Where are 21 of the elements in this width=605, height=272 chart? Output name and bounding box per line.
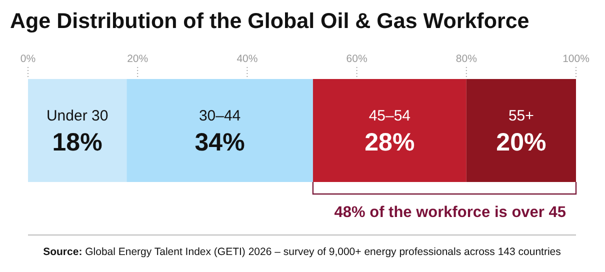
chart-title: Age Distribution of the Global Oil & Gas Workforce <box>10 9 530 33</box>
x-tick-label: 60% <box>346 53 368 65</box>
series-label: 55+ <box>508 108 534 124</box>
data-label: 28% <box>364 128 415 156</box>
x-tick-label: 0% <box>20 53 36 65</box>
bar <box>466 79 576 182</box>
x-tick-label: 40% <box>236 53 258 65</box>
series-label: 45–54 <box>368 108 411 124</box>
x-tick-label: 80% <box>456 53 477 65</box>
bar <box>126 79 313 182</box>
bar <box>28 79 127 182</box>
data-label: 18% <box>52 128 102 156</box>
data-label: 34% <box>194 128 245 156</box>
series-label: 30–44 <box>198 108 241 124</box>
x-tick-label: 20% <box>127 53 148 65</box>
bar <box>312 79 466 182</box>
x-tick-label: 100% <box>562 53 590 65</box>
series-label: Under 30 <box>46 108 108 124</box>
data-label: 20% <box>496 128 546 156</box>
source-note: Source: Global Energy Talent Index (GETI) 2026 – survey of 9,000+ energy professionals across 143 countries <box>43 246 561 258</box>
text: 48% of the workforce is over 45 <box>334 204 566 221</box>
